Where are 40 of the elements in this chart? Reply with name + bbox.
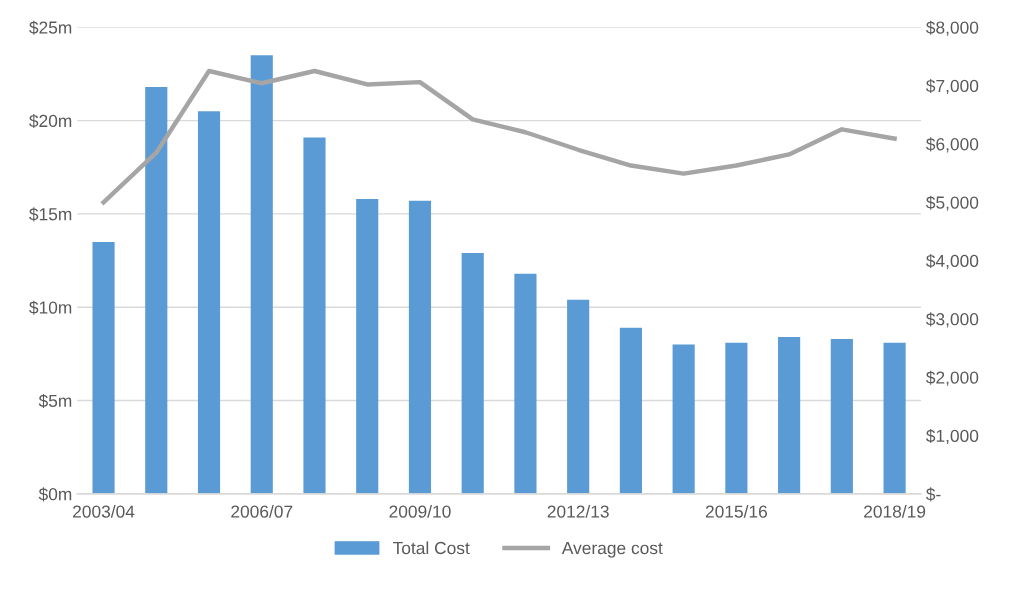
bar <box>725 342 748 494</box>
bar <box>92 241 115 494</box>
bar <box>303 137 326 494</box>
bar <box>514 273 537 494</box>
x-tick-label: 2012/13 <box>547 505 609 518</box>
bar <box>619 327 642 494</box>
y-tick-label: $25m <box>29 20 72 35</box>
y2-tick-label: $1,000 <box>926 429 979 445</box>
bar <box>408 200 432 494</box>
y2-tick-label: $3,000 <box>926 312 979 328</box>
legend-label: Total Cost <box>393 541 470 555</box>
x-tick-label: 2003/04 <box>73 505 135 518</box>
y2-tick-label: $4,000 <box>926 254 979 270</box>
legend-label: Average cost <box>561 542 663 558</box>
y2-tick-label: $6,000 <box>926 137 979 153</box>
x-tick-label: 2006/07 <box>231 505 293 518</box>
x-tick-label: 2009/10 <box>389 505 451 518</box>
bar <box>197 111 221 494</box>
line-series <box>101 68 897 205</box>
y2-tick-label: $8,000 <box>926 20 979 36</box>
bar <box>883 342 906 494</box>
bar <box>830 338 853 494</box>
y-tick-label: $20m <box>29 114 72 129</box>
y2-tick-label: $5,000 <box>926 195 979 211</box>
bar <box>567 299 590 494</box>
y2-tick-label: $7,000 <box>926 79 979 95</box>
y2-tick-label: $- <box>926 487 941 502</box>
bar <box>461 253 484 494</box>
bar <box>778 337 801 494</box>
y-tick-label: $0m <box>38 487 72 502</box>
y-tick-label: $5m <box>38 394 72 409</box>
y2-tick-label: $2,000 <box>926 370 979 386</box>
bar <box>672 344 695 494</box>
y-tick-label: $10m <box>29 300 72 315</box>
bar <box>356 198 379 494</box>
y-tick-label: $15m <box>29 207 72 222</box>
bar <box>250 55 273 494</box>
x-tick-label: 2015/16 <box>705 505 767 518</box>
bar <box>145 87 168 494</box>
x-tick-label: 2018/19 <box>864 505 926 518</box>
